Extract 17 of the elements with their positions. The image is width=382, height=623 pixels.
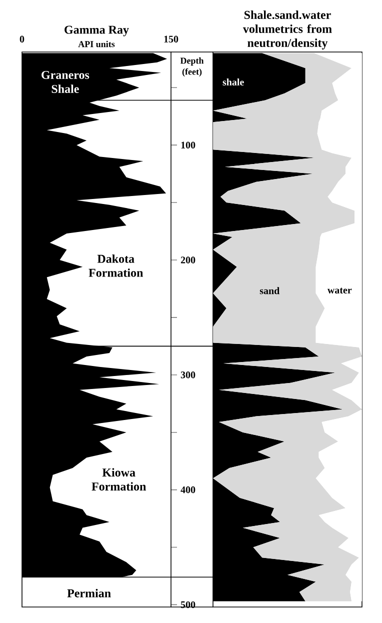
y-tick-label: 200: [180, 256, 196, 264]
series-label: shale: [222, 78, 244, 86]
y-axis-title: Depth (feet): [180, 57, 204, 77]
y-tick-label: 100: [181, 142, 196, 148]
annotation: Dakota Formation: [88, 254, 144, 277]
annotation: Kiowa Formation: [92, 468, 146, 491]
y-tick-label: 300: [180, 372, 196, 378]
x-axis-title: API units: [78, 40, 115, 48]
series-label: sand: [260, 287, 280, 294]
y-tick-label: 400: [180, 486, 196, 494]
annotation: Permian: [67, 588, 111, 598]
chart-title: Shale.sand.water volumetrics from neutron/density: [242, 10, 332, 50]
chart-title: Gamma Ray: [64, 26, 129, 36]
series-label: water: [327, 288, 352, 294]
x-tick-label: 150: [164, 36, 178, 42]
x-tick-label: 0: [20, 36, 24, 42]
annotation: Graneros Shale: [42, 70, 90, 94]
